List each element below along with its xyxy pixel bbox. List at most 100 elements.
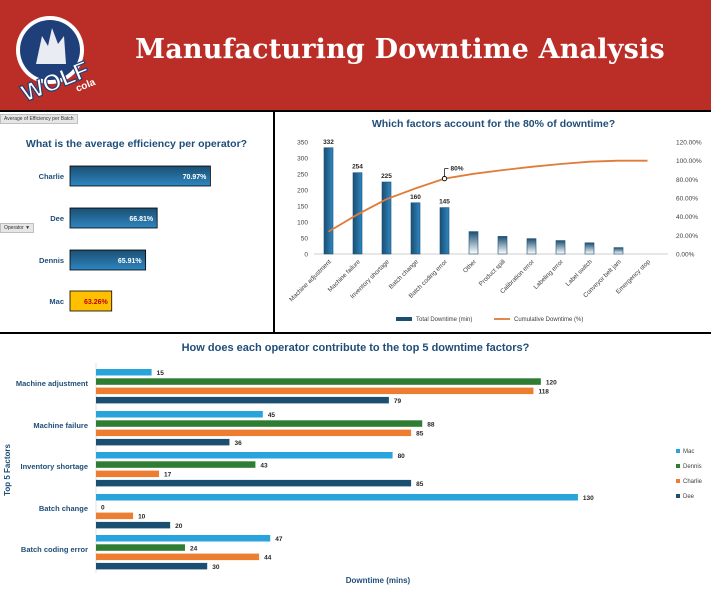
- contribution-bar: [96, 535, 271, 542]
- efficiency-panel: Average of Efficiency per Batch Operator…: [0, 112, 273, 332]
- header-banner: WOLF cola Manufacturing Downtime Analysi…: [0, 0, 711, 110]
- pareto-data-label: 225: [381, 173, 392, 180]
- pareto-category-label: Machine adjustment: [288, 258, 333, 303]
- efficiency-chart: Charlie 70.97% Dee 66.81% Dennis 65.91% Mac 63.…: [39, 165, 211, 312]
- pareto-data-label: 254: [352, 164, 363, 171]
- pareto-bar: [584, 242, 595, 255]
- pareto-ytick-label: 350: [297, 140, 308, 147]
- contribution-legend-swatch: [676, 479, 680, 483]
- pareto-bar: [439, 207, 450, 255]
- wolf-cola-logo: WOLF cola: [16, 16, 97, 106]
- contribution-bar: [96, 420, 423, 427]
- pareto-legend-bar-swatch: [396, 317, 412, 321]
- contribution-bar: [96, 452, 393, 459]
- contribution-value-label: 79: [394, 398, 402, 405]
- contribution-legend-label: Mac: [683, 449, 694, 455]
- contribution-value-label: 24: [190, 545, 198, 552]
- contribution-bar: [96, 429, 412, 437]
- contribution-bar: [96, 438, 230, 446]
- efficiency-category-label: Dee: [50, 214, 64, 223]
- pareto-data-label: 332: [323, 139, 334, 146]
- pareto-80-label: 80%: [451, 166, 464, 173]
- contribution-legend-swatch: [676, 464, 680, 468]
- efficiency-value-label: 65.91%: [118, 258, 143, 265]
- contribution-bar: [96, 378, 541, 385]
- contribution-value-label: 17: [164, 472, 172, 479]
- contribution-legend-swatch: [676, 494, 680, 498]
- contribution-bar: [96, 369, 152, 376]
- contribution-bar: [96, 544, 185, 551]
- contribution-bar: [96, 470, 160, 478]
- contribution-legend-label: Charlie: [683, 479, 703, 485]
- contribution-category-label: Machine failure: [33, 421, 88, 430]
- contribution-bar: [96, 553, 260, 561]
- pareto-legend-line-label: Cumulative Downtime (%): [514, 317, 583, 323]
- contribution-chart-title: How does each operator contribute to the…: [181, 342, 530, 354]
- pareto-category-label: Product spill: [478, 258, 507, 287]
- pareto-cumulative-line: [328, 159, 648, 233]
- efficiency-chart-title: What is the average efficiency per opera…: [25, 138, 248, 150]
- pareto-y2tick-label: 0.00%: [676, 252, 695, 259]
- contribution-value-label: 30: [212, 564, 220, 571]
- contribution-value-label: 20: [175, 523, 183, 530]
- pareto-80-marker: [441, 175, 448, 182]
- contribution-value-label: 120: [546, 379, 557, 386]
- efficiency-bar: [69, 290, 113, 312]
- divider-middle: [0, 332, 711, 334]
- contribution-value-label: 80: [398, 453, 406, 460]
- pareto-bar: [381, 181, 392, 255]
- contribution-value-label: 85: [416, 481, 424, 488]
- contribution-value-label: 36: [234, 440, 242, 447]
- pareto-bar: [352, 172, 363, 255]
- pareto-y2tick-label: 120.00%: [676, 140, 702, 147]
- efficiency-category-label: Mac: [49, 297, 64, 306]
- contribution-bar: [96, 494, 578, 501]
- pareto-bar: [497, 236, 508, 255]
- contribution-value-label: 15: [157, 370, 165, 377]
- pareto-category-label: Other: [462, 258, 478, 274]
- pareto-ytick-label: 200: [297, 188, 308, 195]
- contribution-value-label: 88: [427, 421, 435, 428]
- pareto-ytick-label: 100: [297, 220, 308, 227]
- pareto-y2tick-label: 40.00%: [676, 214, 698, 221]
- operator-filter-button[interactable]: Operator ▼: [0, 223, 35, 233]
- contribution-category-label: Batch coding error: [21, 545, 88, 554]
- contribution-bar: [96, 479, 412, 487]
- contribution-value-label: 45: [268, 412, 276, 419]
- contribution-category-label: Inventory shortage: [20, 462, 88, 471]
- efficiency-bar: [69, 207, 158, 229]
- pareto-y2tick-label: 60.00%: [676, 196, 698, 203]
- pareto-y2tick-label: 80.00%: [676, 177, 698, 184]
- efficiency-value-label: 66.81%: [129, 216, 154, 223]
- contribution-category-label: Batch change: [39, 504, 88, 513]
- contribution-bar: [96, 461, 256, 468]
- contribution-value-label: 10: [138, 514, 146, 521]
- efficiency-field-button[interactable]: Average of Efficiency per Batch: [0, 114, 78, 124]
- contribution-bar: [96, 387, 534, 395]
- contribution-legend-swatch: [676, 449, 680, 453]
- contribution-value-label: 44: [264, 555, 272, 562]
- contribution-bar: [96, 512, 134, 520]
- contribution-value-label: 47: [275, 536, 283, 543]
- contribution-value-label: 118: [538, 389, 549, 396]
- pareto-legend-bar-label: Total Downtime (min): [416, 317, 472, 323]
- dropdown-arrow-icon: ▼: [25, 225, 31, 231]
- contribution-value-label: 130: [583, 495, 594, 502]
- efficiency-category-label: Charlie: [39, 172, 64, 181]
- pareto-category-label: Labeling error: [532, 258, 564, 290]
- divider-top: [0, 110, 711, 112]
- contribution-value-label: 43: [260, 462, 268, 469]
- pareto-bar: [468, 231, 479, 255]
- operator-filter-label: Operator: [4, 225, 24, 231]
- divider-vertical: [273, 112, 275, 333]
- pareto-ytick-label: 300: [297, 156, 308, 163]
- pareto-bar: [410, 202, 421, 255]
- contribution-legend-label: Dennis: [683, 464, 702, 470]
- contribution-value-label: 85: [416, 431, 424, 438]
- pareto-data-label: 145: [439, 199, 450, 206]
- pareto-bar: [555, 240, 566, 255]
- pareto-bar: [613, 247, 624, 255]
- pareto-ytick-label: 0: [304, 252, 308, 259]
- pareto-chart: 0 50 100 150 200 250 300 350 0.00% 20.00% 40.00% 60…: [288, 139, 702, 323]
- contribution-chart: Machine adjustment 15 120 118 79 Machine fail…: [3, 363, 703, 585]
